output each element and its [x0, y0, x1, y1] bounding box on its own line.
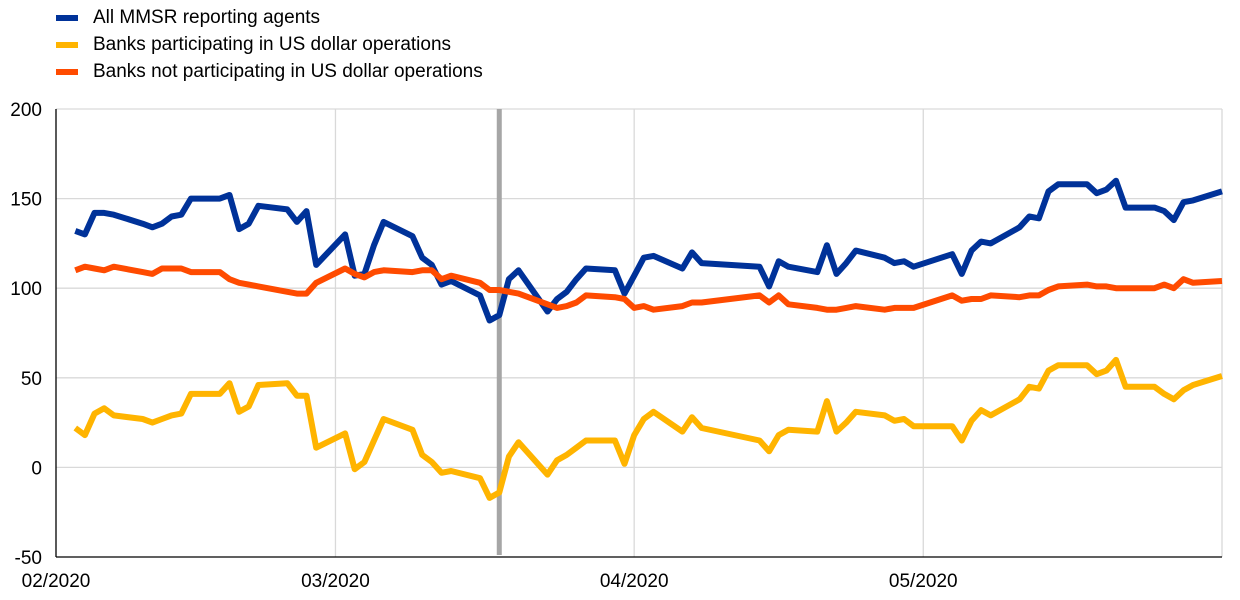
y-tick-label: 0	[31, 458, 42, 479]
y-tick-label: 200	[10, 100, 42, 121]
y-tick-label: 100	[10, 279, 42, 300]
x-tick-label: 02/2020	[22, 571, 91, 592]
legend-label-not-participating: Banks not participating in US dollar ope…	[93, 60, 483, 82]
x-tick-label: 05/2020	[889, 571, 958, 592]
y-axis-ticks: -50 0 50 100 150 200	[10, 100, 42, 569]
legend-item-participating: Banks participating in US dollar operati…	[56, 31, 483, 58]
y-tick-label: 50	[21, 369, 42, 390]
y-tick-label: -50	[15, 548, 42, 569]
series-lines	[73, 177, 1223, 501]
chart-legend: All MMSR reporting agents Banks particip…	[56, 4, 483, 85]
y-tick-label: 150	[10, 190, 42, 211]
legend-item-not-participating: Banks not participating in US dollar ope…	[56, 58, 483, 85]
series-line-participating	[73, 356, 1223, 501]
legend-label-participating: Banks participating in US dollar operati…	[93, 33, 452, 55]
legend-label-all-mmsr: All MMSR reporting agents	[93, 6, 321, 28]
x-tick-label: 04/2020	[600, 571, 669, 592]
legend-swatch-all-mmsr	[56, 14, 78, 21]
x-axis-ticks: 02/2020 03/2020 04/2020 05/2020	[22, 571, 958, 592]
series-line-not-participating	[74, 263, 1223, 313]
x-tick-label: 03/2020	[301, 571, 370, 592]
legend-swatch-not-participating	[56, 68, 78, 75]
series-line-all-mmsr	[74, 177, 1223, 324]
grid-lines	[56, 108, 1223, 557]
legend-swatch-participating	[56, 41, 78, 48]
legend-item-all-mmsr: All MMSR reporting agents	[56, 4, 483, 31]
axes	[55, 109, 1222, 558]
